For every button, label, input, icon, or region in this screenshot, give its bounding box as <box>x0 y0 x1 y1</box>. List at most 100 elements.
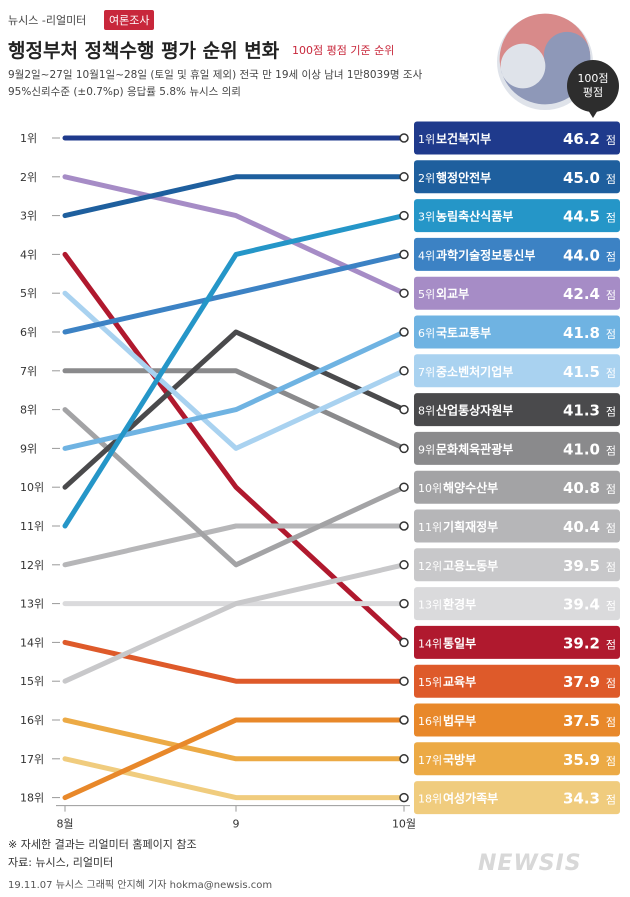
series-line <box>62 174 407 296</box>
series-end-marker <box>399 133 409 143</box>
rank-axis-label: 9위 <box>20 442 37 455</box>
ministry-name-label: 고용노동부 <box>443 558 498 573</box>
series-end-marker <box>399 327 409 337</box>
ministry-rank-label: 17위 <box>418 754 442 767</box>
title-note: 100점 평점 기준 순위 <box>292 44 395 57</box>
rank-axis-label: 11위 <box>20 520 44 533</box>
ministry-label-box <box>414 354 620 388</box>
ministry-rank-label: 12위 <box>418 560 442 573</box>
ministry-name-label: 농림축산식품부 <box>436 209 513 224</box>
ministry-rank-label: 5위 <box>418 288 435 301</box>
ministry-name-label: 중소벤처기업부 <box>436 364 513 379</box>
ministry-rank-label: 18위 <box>418 793 442 806</box>
ministry-rank-label: 13위 <box>418 599 442 612</box>
rank-axis-label: 17위 <box>20 753 44 766</box>
series-line <box>62 562 407 684</box>
score-unit-label: 점 <box>606 212 616 225</box>
series-end-marker <box>399 637 409 648</box>
series-end-marker <box>399 210 409 221</box>
rank-axis-label: 14위 <box>20 636 44 649</box>
rank-axis-label: 16위 <box>20 714 44 727</box>
rank-axis-label: 2위 <box>20 171 37 184</box>
ministry-label-box <box>414 237 620 271</box>
rank-axis-label: 13위 <box>20 598 44 611</box>
ministry-name-label: 보건복지부 <box>436 131 491 146</box>
series-end-marker <box>399 754 409 764</box>
ministry-rank-label: 6위 <box>418 327 435 340</box>
series-end-marker <box>399 172 409 182</box>
badge-line2: 평점 <box>582 86 604 99</box>
rank-axis-label: 7위 <box>20 365 37 378</box>
ministry-score-label: 46.2 <box>563 130 600 148</box>
series-line <box>62 213 407 529</box>
series-end-marker <box>399 560 409 570</box>
score-unit-label: 점 <box>606 522 616 535</box>
ministry-name-label: 외교부 <box>436 286 469 301</box>
x-axis-label: 8월 <box>56 818 73 831</box>
ministry-rank-label: 3위 <box>418 211 435 224</box>
series-line <box>62 251 407 335</box>
series-end-marker <box>399 404 409 415</box>
series-line <box>62 717 407 801</box>
ministry-score-label: 44.5 <box>563 208 600 226</box>
ministry-score-label: 41.8 <box>563 324 600 342</box>
score-unit-label: 점 <box>606 561 616 574</box>
series-end-marker <box>399 443 409 454</box>
ministry-name-label: 국방부 <box>443 752 476 767</box>
rank-axis-label: 4위 <box>20 248 37 261</box>
ministry-rank-label: 10위 <box>418 482 442 495</box>
ministry-name-label: 행정안전부 <box>436 170 491 185</box>
ministry-score-label: 37.9 <box>563 673 600 691</box>
ministry-label-box <box>414 664 620 698</box>
rank-axis-label: 6위 <box>20 326 37 339</box>
ministry-rank-label: 14위 <box>418 637 442 650</box>
ministry-score-label: 39.4 <box>563 596 600 614</box>
footer-credit: 19.11.07 뉴시스 그래픽 안지혜 기자 hokma@newsis.com <box>8 880 273 891</box>
ministry-label-box <box>414 160 620 194</box>
ministry-rank-label: 4위 <box>418 249 435 262</box>
ministry-score-label: 40.8 <box>563 479 600 497</box>
ministry-score-label: 41.5 <box>563 363 600 381</box>
ministry-label-box <box>414 625 620 659</box>
x-axis-label: 9 <box>233 818 240 831</box>
ministry-name-label: 교육부 <box>443 674 476 689</box>
ministry-score-label: 41.3 <box>563 402 600 420</box>
rank-axis-label: 3위 <box>20 210 37 223</box>
series-line <box>62 523 407 568</box>
series-end-marker <box>399 288 409 298</box>
rank-axis-label: 8위 <box>20 404 37 417</box>
badge-pointer <box>588 110 598 118</box>
score-unit-label: 점 <box>606 250 616 263</box>
x-axis-label: 10월 <box>392 818 416 831</box>
ministry-name-label: 통일부 <box>443 635 476 650</box>
series-line <box>62 717 407 762</box>
score-unit-label: 점 <box>606 444 616 457</box>
ministry-label-box <box>414 742 620 776</box>
ministry-name-label: 여성가족부 <box>443 791 498 806</box>
score-unit-label: 점 <box>606 367 616 380</box>
series-end-marker <box>399 715 409 725</box>
ministry-rank-label: 11위 <box>418 521 442 534</box>
series-line <box>62 368 407 451</box>
ministry-label-box <box>414 276 620 310</box>
ministry-rank-label: 16위 <box>418 715 442 728</box>
ministry-score-label: 34.3 <box>563 790 600 808</box>
ministry-label-box <box>414 393 620 427</box>
brand-label: 뉴시스 -리얼미터 <box>8 14 87 27</box>
ministry-name-label: 기획재정부 <box>443 519 498 534</box>
ministry-label-box <box>414 121 620 155</box>
series-line <box>62 407 407 568</box>
ministry-name-label: 국토교통부 <box>436 325 491 340</box>
score-unit-label: 점 <box>606 677 616 690</box>
ministry-label-box <box>414 199 620 233</box>
series-end-marker <box>399 249 409 260</box>
rank-axis-label: 18위 <box>20 792 44 805</box>
series-end-marker <box>399 521 409 531</box>
ministry-score-label: 35.9 <box>563 751 600 769</box>
series-end-marker <box>399 792 409 803</box>
page-title: 행정부처 정책수행 평가 순위 변화 <box>8 40 280 62</box>
rank-axis-label: 1위 <box>20 132 37 145</box>
ministry-score-label: 39.5 <box>563 557 600 575</box>
ministry-name-label: 해양수산부 <box>443 480 498 495</box>
